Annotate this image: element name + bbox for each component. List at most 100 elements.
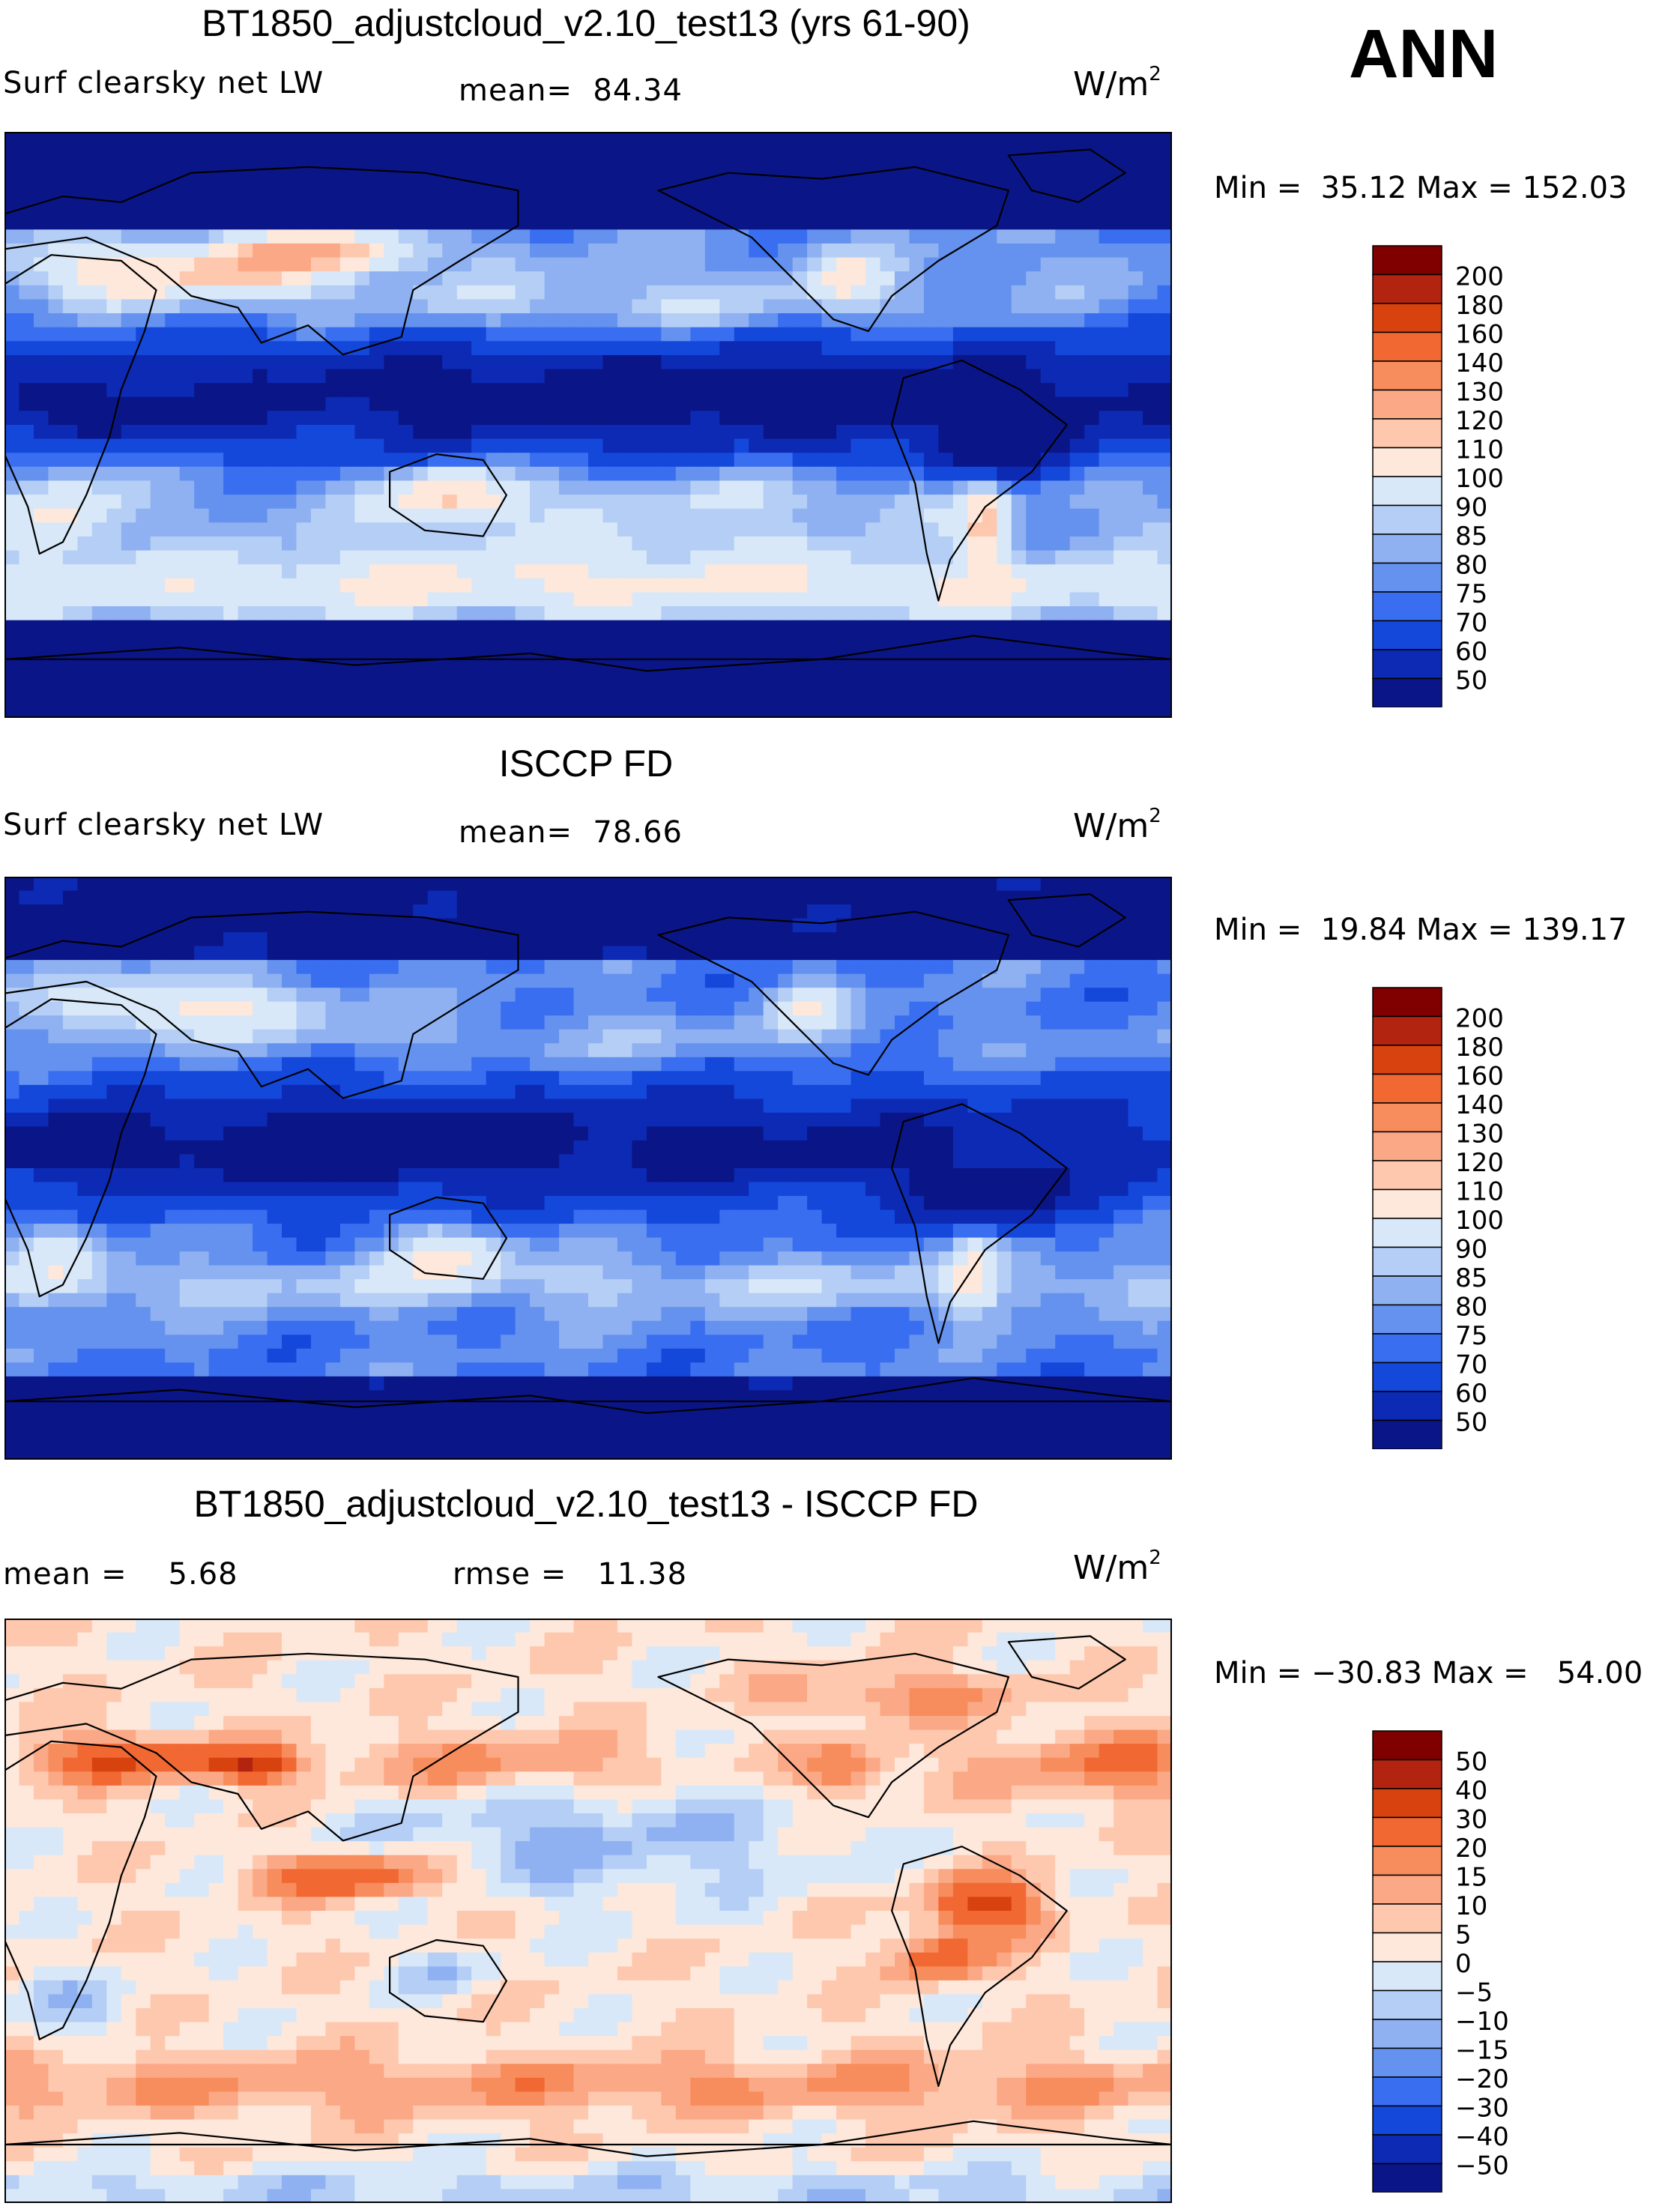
field-cell bbox=[938, 890, 954, 905]
field-cell bbox=[136, 1126, 151, 1141]
field-cell bbox=[515, 1015, 531, 1030]
field-cell bbox=[238, 132, 253, 147]
field-cell bbox=[179, 299, 195, 314]
field-cell bbox=[267, 495, 282, 510]
field-cell bbox=[413, 369, 429, 384]
field-cell bbox=[223, 1015, 239, 1030]
field-cell bbox=[427, 536, 443, 552]
field-cell bbox=[559, 662, 575, 677]
field-cell bbox=[617, 257, 633, 272]
field-cell bbox=[559, 689, 575, 704]
field-cell bbox=[238, 676, 253, 691]
field-cell bbox=[442, 1099, 458, 1113]
field-cell bbox=[91, 411, 107, 426]
field-cell bbox=[282, 411, 297, 426]
field-cell bbox=[325, 1015, 341, 1030]
field-cell bbox=[632, 229, 647, 244]
field-cell bbox=[938, 480, 954, 495]
field-cell bbox=[938, 466, 954, 482]
field-cell bbox=[442, 229, 458, 244]
field-cell bbox=[165, 1084, 181, 1099]
field-cell bbox=[471, 606, 487, 621]
field-cell bbox=[559, 313, 575, 328]
field-cell bbox=[4, 973, 20, 988]
field-cell bbox=[573, 425, 589, 440]
field-cell bbox=[310, 369, 327, 384]
field-cell bbox=[602, 354, 618, 370]
field-cell bbox=[91, 495, 107, 510]
field-cell bbox=[48, 676, 64, 691]
field-cell bbox=[223, 145, 239, 160]
field-cell bbox=[325, 536, 341, 552]
field-cell bbox=[690, 522, 706, 537]
field-cell bbox=[398, 946, 414, 961]
field-cell bbox=[559, 1071, 575, 1086]
field-cell bbox=[253, 453, 268, 468]
field-cell bbox=[19, 271, 34, 286]
field-cell bbox=[442, 243, 458, 259]
field-cell bbox=[4, 704, 20, 718]
field-cell bbox=[48, 578, 64, 593]
field-cell bbox=[646, 647, 662, 663]
colorbar-swatch bbox=[1372, 331, 1442, 362]
field-cell bbox=[19, 960, 34, 975]
field-cell bbox=[1069, 634, 1085, 649]
field-cell bbox=[267, 453, 282, 468]
field-cell bbox=[33, 466, 49, 482]
field-cell bbox=[442, 299, 458, 314]
field-cell bbox=[719, 550, 735, 565]
field-cell bbox=[719, 1126, 735, 1141]
field-cell bbox=[1040, 904, 1056, 919]
field-cell bbox=[369, 173, 384, 189]
field-cell bbox=[997, 354, 1012, 370]
field-cell bbox=[1157, 1001, 1172, 1016]
field-cell bbox=[106, 704, 122, 718]
field-cell bbox=[296, 132, 312, 147]
field-cell bbox=[632, 495, 647, 510]
field-cell bbox=[544, 187, 560, 202]
field-cell bbox=[909, 932, 925, 947]
field-cell bbox=[704, 327, 720, 342]
field-cell bbox=[486, 202, 501, 217]
field-cell bbox=[136, 1112, 151, 1128]
field-cell bbox=[923, 647, 940, 663]
field-cell bbox=[1084, 160, 1100, 175]
field-cell bbox=[208, 145, 224, 160]
field-cell bbox=[136, 215, 151, 230]
field-cell bbox=[384, 425, 399, 440]
field-cell bbox=[734, 480, 749, 495]
field-cell bbox=[734, 411, 749, 426]
field-cell bbox=[310, 313, 327, 328]
field-cell bbox=[471, 973, 487, 988]
field-cell bbox=[121, 689, 136, 704]
field-cell bbox=[675, 689, 691, 704]
field-cell bbox=[501, 215, 516, 230]
field-cell bbox=[296, 960, 312, 975]
field-cell bbox=[923, 466, 940, 482]
field-cell bbox=[427, 634, 443, 649]
field-cell bbox=[588, 877, 604, 892]
field-cell bbox=[282, 243, 297, 259]
field-cell bbox=[763, 480, 779, 495]
field-cell bbox=[413, 960, 429, 975]
field-cell bbox=[1069, 1084, 1085, 1099]
field-cell bbox=[427, 145, 443, 160]
field-cell bbox=[48, 620, 64, 635]
field-cell bbox=[704, 187, 720, 202]
field-cell bbox=[456, 606, 472, 621]
field-cell bbox=[938, 145, 954, 160]
field-cell bbox=[792, 932, 808, 947]
field-cell bbox=[704, 202, 720, 217]
field-cell bbox=[544, 988, 560, 1003]
field-cell bbox=[661, 466, 677, 482]
field-cell bbox=[325, 1043, 341, 1058]
field-cell bbox=[471, 173, 487, 189]
field-cell bbox=[821, 550, 837, 565]
field-cell bbox=[48, 313, 64, 328]
field-cell bbox=[909, 341, 925, 356]
field-cell bbox=[253, 1112, 268, 1128]
field-cell bbox=[661, 313, 677, 328]
field-cell bbox=[749, 1112, 764, 1128]
field-cell bbox=[296, 689, 312, 704]
field-cell bbox=[704, 662, 720, 677]
